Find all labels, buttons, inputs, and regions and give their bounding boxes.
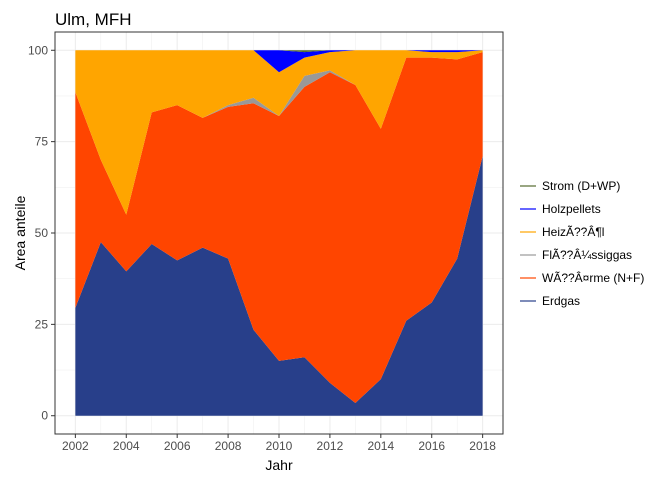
x-tick-label: 2010 [266, 439, 293, 453]
y-axis: 0 25 50 75 100 [28, 43, 55, 423]
y-tick-label: 50 [35, 226, 49, 240]
x-tick-label: 2014 [367, 439, 394, 453]
y-tick-label: 75 [35, 135, 49, 149]
area-series-heiz-l [75, 50, 483, 215]
area-layer [75, 50, 483, 416]
chart-title: Ulm, MFH [55, 10, 131, 29]
x-axis-label: Jahr [265, 457, 293, 473]
x-axis: 2002 2004 2006 2008 2010 2012 2014 2016 2018 [62, 434, 496, 453]
x-tick-label: 2012 [317, 439, 344, 453]
legend: Strom (D+WP) Holzpellets HeizÃ??Â¶l FlÃ??Â¼… [520, 179, 644, 308]
legend-label: FlÃ??Â¼ssiggas [542, 247, 632, 262]
legend-label: Strom (D+WP) [542, 179, 620, 193]
legend-label: Erdgas [542, 294, 580, 308]
legend-label: HeizÃ??Â¶l [542, 224, 604, 239]
area-series-w-rme-n-f [75, 52, 483, 403]
area-series-holzpellets [75, 50, 483, 73]
y-tick-label: 0 [41, 409, 48, 423]
y-axis-label: Area anteile [12, 195, 28, 270]
x-tick-label: 2018 [469, 439, 496, 453]
area-series-erdgas [75, 156, 483, 416]
x-tick-label: 2002 [62, 439, 89, 453]
x-tick-label: 2016 [418, 439, 445, 453]
legend-label: Holzpellets [542, 202, 601, 216]
y-tick-label: 100 [28, 43, 48, 57]
y-tick-label: 25 [35, 317, 49, 331]
legend-label: WÃ??Â¤rme (N+F) [542, 270, 644, 285]
x-tick-label: 2004 [113, 439, 140, 453]
x-tick-label: 2008 [215, 439, 242, 453]
x-tick-label: 2006 [164, 439, 191, 453]
